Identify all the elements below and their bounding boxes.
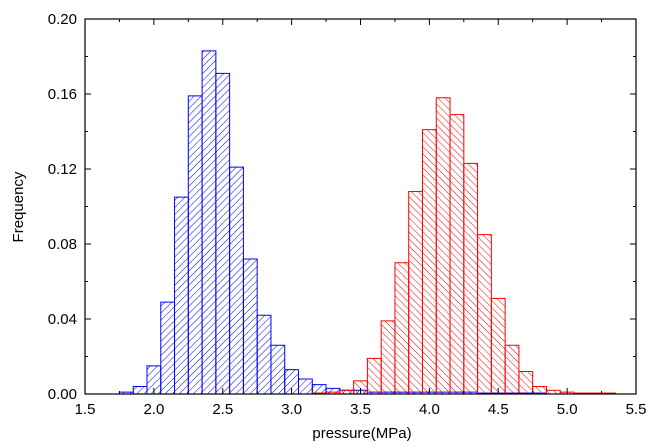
y-tick-label-4: 0.16: [48, 86, 77, 103]
bar-s1-13: [490, 297, 506, 395]
bar-s0-8: [229, 166, 244, 395]
bar-s0-10: [256, 314, 272, 395]
x-tick-label-6: 4.5: [488, 401, 509, 418]
bar-s1-16: [532, 386, 547, 395]
bar-s1-5: [380, 320, 396, 395]
x-tick-label-0: 1.5: [75, 401, 96, 418]
bar-s1-10: [449, 114, 465, 395]
bar-s1-15: [518, 371, 534, 395]
x-tick-label-2: 2.5: [212, 401, 233, 418]
axes-layer: 1.5 2.0 2.5 3.0 3.5 4.0 4.5 5.0 5.5 0.00 0.04 0.08 0…: [48, 11, 647, 418]
bar-s0-9: [242, 258, 258, 395]
bar-s0-5: [187, 95, 203, 395]
bar-s0-13: [298, 378, 313, 395]
bar-s0-4: [174, 196, 189, 395]
bar-s0-6: [201, 50, 217, 395]
x-tick-label-7: 5.0: [557, 401, 578, 418]
y-tick-label-5: 0.20: [48, 11, 77, 28]
bar-s1-7: [408, 191, 423, 395]
y-tick-label-3: 0.12: [48, 161, 77, 178]
bar-s0-7: [215, 72, 231, 395]
bars-layer: [118, 50, 616, 395]
x-tick-label-3: 3.0: [281, 401, 302, 418]
y-tick-label-2: 0.08: [48, 236, 77, 253]
bar-s0-11: [270, 344, 286, 395]
x-tick-label-8: 5.5: [626, 401, 647, 418]
bar-s0-1: [132, 386, 148, 395]
bar-s1-9: [435, 97, 451, 395]
y-axis-label: Frequency: [10, 171, 27, 242]
bar-s1-8: [421, 129, 437, 395]
x-axis-label: pressure(MPa): [312, 425, 411, 442]
bar-s1-6: [394, 262, 410, 395]
x-tick-label-4: 3.5: [350, 401, 371, 418]
bar-s1-4: [366, 357, 382, 395]
y-tick-label-1: 0.04: [48, 311, 77, 328]
x-tick-label-5: 4.0: [419, 401, 440, 418]
bar-s1-12: [477, 234, 492, 395]
bar-s1-11: [463, 162, 479, 395]
bar-s0-3: [160, 301, 176, 395]
bar-s1-14: [504, 344, 520, 395]
y-tick-label-0: 0.00: [48, 386, 77, 403]
x-tick-label-1: 2.0: [143, 401, 164, 418]
